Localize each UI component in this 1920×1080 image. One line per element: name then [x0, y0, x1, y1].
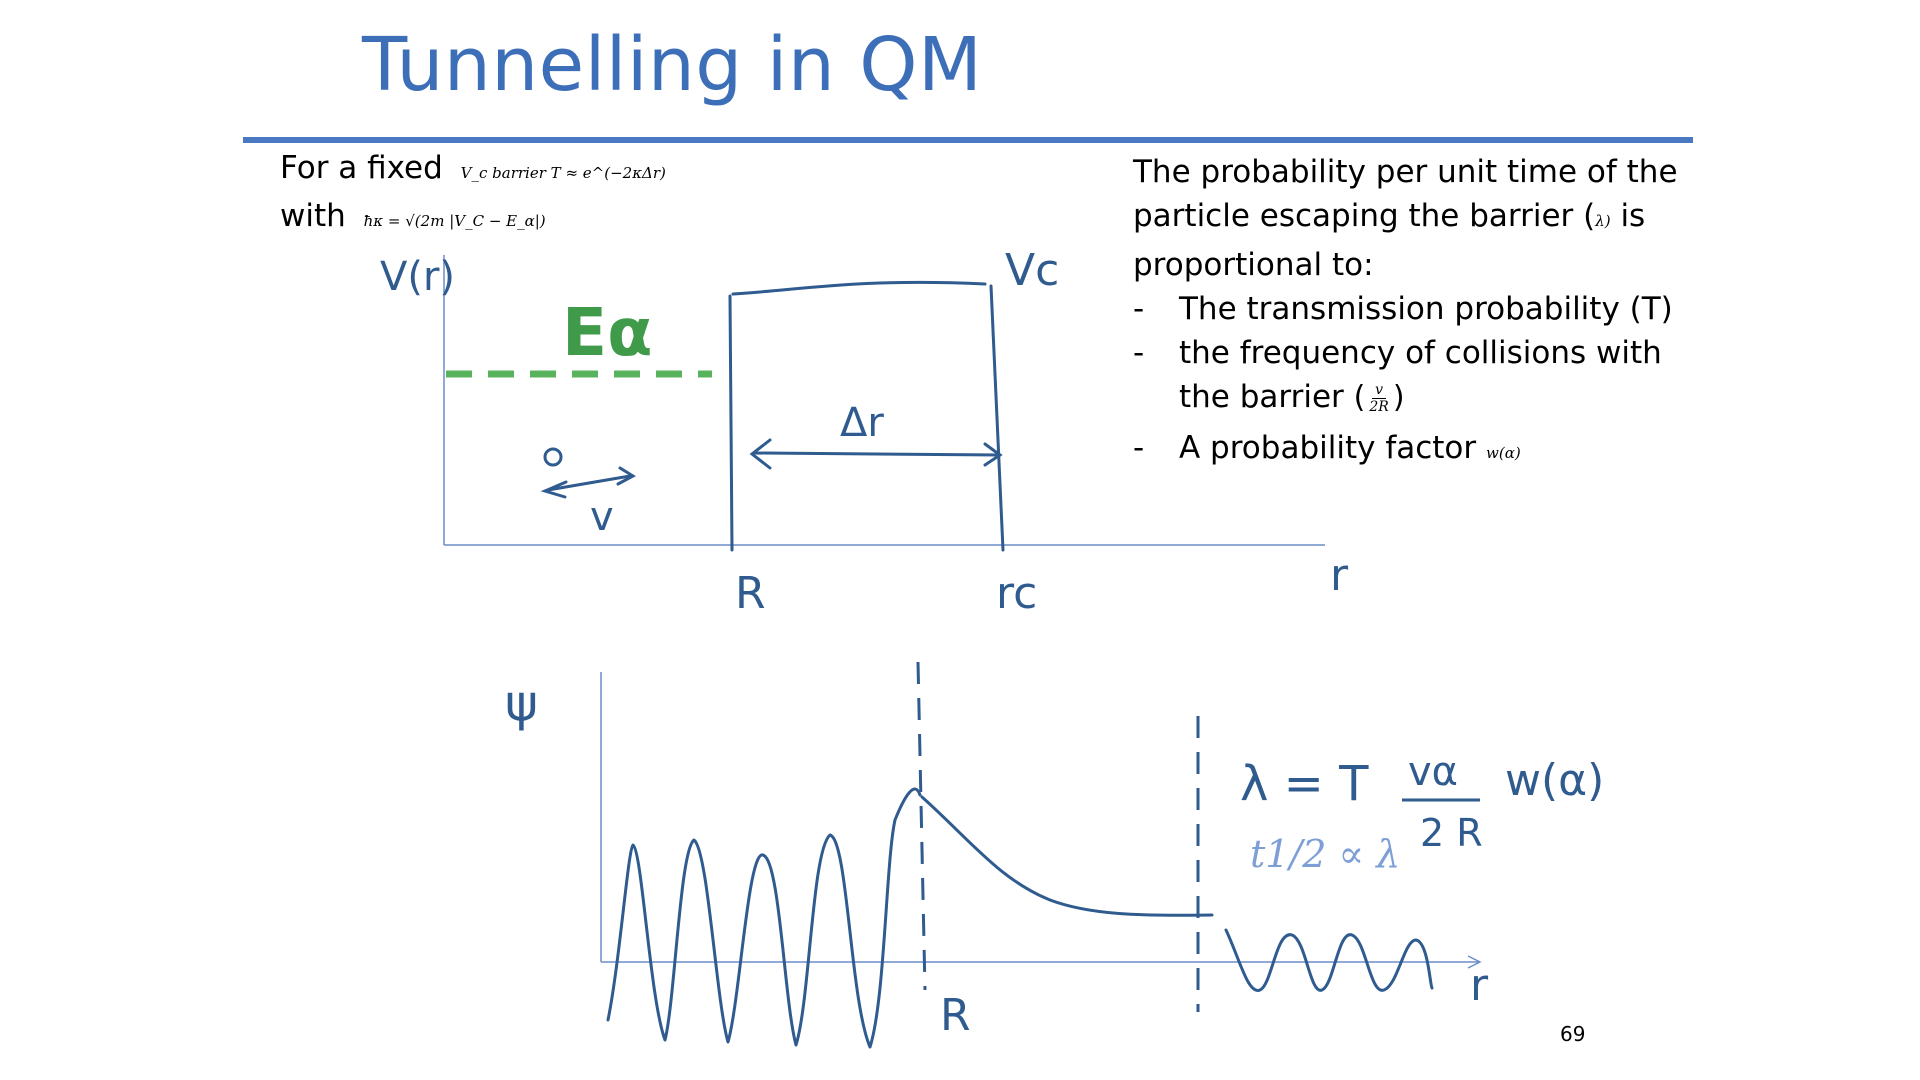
paren-open: (: [1353, 380, 1366, 415]
intro-text: The probability per unit time of the par…: [1133, 154, 1678, 234]
rc-label: rc: [996, 568, 1037, 619]
bullet-1: - The transmission probability (T): [1133, 287, 1693, 331]
bullet-dash: -: [1133, 291, 1145, 327]
radius-label: R: [735, 568, 766, 619]
left-line-1-text: For a fixed: [280, 150, 443, 186]
half-life-relation: t1/2 ∝ λ: [1250, 832, 1401, 876]
particle: [543, 447, 563, 467]
r-axis-label: r: [1330, 550, 1349, 601]
left-line-2-math: ħκ = √(2m |V_C − E_α|): [363, 212, 546, 230]
lambda-numerator: vα: [1408, 749, 1458, 795]
delta-r-arrow: [753, 451, 1002, 457]
intro-paragraph: The probability per unit time of the par…: [1133, 150, 1693, 287]
w-alpha-symbol: w(α): [1486, 444, 1521, 462]
bullet-2-text-b: the barrier: [1179, 379, 1344, 415]
bullet-3-text: A probability factor: [1179, 430, 1477, 466]
left-line-1-math: V_c barrier T ≈ e^(−2κΔr): [460, 164, 666, 182]
boundary-R-label: R: [940, 990, 971, 1041]
particle-arrow-right: [616, 466, 637, 486]
fraction-denominator: 2R: [1369, 399, 1389, 415]
paren-close: ): [1392, 380, 1405, 415]
intro-end-text: is proportional to:: [1133, 198, 1646, 283]
velocity-label: v: [590, 494, 614, 540]
velocity-fraction: v 2R: [1369, 382, 1388, 415]
psi-label: ψ: [505, 674, 538, 732]
bullet-2: - the frequency of collisions with the b…: [1133, 331, 1693, 420]
left-line-1: For a fixed V_c barrier T ≈ e^(−2κΔr): [280, 150, 666, 186]
bullet-3: - A probability factor w(α): [1133, 426, 1693, 475]
fraction-numerator: v: [1372, 382, 1387, 399]
w-alpha-label: w(α): [1505, 755, 1604, 806]
left-line-2: with ħκ = √(2m |V_C − E_α|): [280, 198, 546, 234]
bullet-3-content: A probability factor w(α): [1179, 426, 1521, 475]
bullet-1-text: The transmission probability (T): [1179, 291, 1673, 327]
particle-arrow: [546, 474, 632, 492]
wavefunction-outside: [1224, 928, 1434, 992]
bullet-2-text-a: the frequency of collisions with: [1179, 335, 1662, 371]
lambda-denominator: 2 R: [1420, 811, 1483, 855]
delta-r-arrow-left: [749, 438, 772, 470]
page-title: Tunnelling in QM: [362, 22, 983, 108]
bullet-dash: -: [1133, 335, 1145, 371]
delta-r-label: Δr: [840, 400, 884, 446]
bullet-2-content: the frequency of collisions with the bar…: [1179, 331, 1662, 420]
barrier-right-wall: [989, 284, 1005, 552]
boundary-R-line: [916, 661, 927, 991]
left-line-2-text: with: [280, 198, 346, 234]
lambda-equation: λ = T: [1240, 756, 1369, 812]
barrier-height-label: Vc: [1005, 245, 1059, 296]
title-divider: [243, 137, 1693, 143]
particle-arrow-left: [540, 480, 568, 499]
page-number: 69: [1560, 1022, 1586, 1046]
barrier-top: [731, 280, 987, 296]
barrier: [540, 280, 1005, 552]
lambda-symbol: λ): [1595, 212, 1611, 230]
energy-label: Eα: [562, 294, 652, 371]
right-text-panel: The probability per unit time of the par…: [1133, 150, 1693, 475]
barrier-left-wall: [728, 294, 734, 552]
wavefunction: [606, 787, 1434, 1049]
delta-r-arrow-right: [983, 442, 1003, 467]
wavefunction-barrier-decay: [920, 795, 1214, 917]
wavefunction-inside: [606, 787, 922, 1049]
v-axis-label: V(r): [380, 254, 455, 300]
psi-r-axis-label: r: [1470, 960, 1489, 1011]
psi-x-arrow: [1467, 955, 1482, 969]
bullet-dash: -: [1133, 430, 1145, 466]
